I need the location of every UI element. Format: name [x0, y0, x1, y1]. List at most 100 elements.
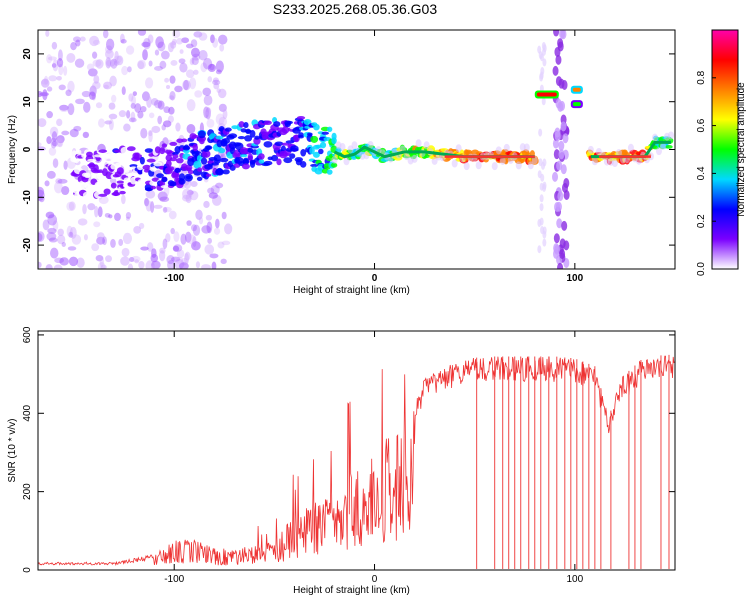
noise-blob: [38, 189, 45, 201]
ridge-blob: [321, 131, 329, 135]
noise-blob: [137, 59, 146, 70]
noise-blob: [57, 178, 68, 184]
ridge-blob: [215, 168, 224, 176]
ridge-blob: [146, 158, 156, 163]
noise-blob: [159, 247, 166, 254]
ridge-blob: [218, 147, 226, 154]
halo-blob: [411, 154, 418, 163]
halo-blob: [495, 146, 502, 155]
noise-blob: [140, 105, 147, 113]
ridge-blob: [197, 130, 206, 139]
noise-blob: [102, 30, 109, 39]
colorbar-tick-label: 0.6: [696, 118, 707, 132]
stripe-blob: [537, 218, 542, 227]
noise-blob: [157, 191, 168, 201]
noise-blob: [183, 79, 189, 91]
colorbar-tick-label: 0.4: [696, 166, 707, 180]
noise-blob: [175, 256, 184, 265]
noise-blob: [218, 34, 228, 45]
noise-blob: [184, 231, 192, 243]
figure-title: S233.2025.268.05.36.G03: [273, 1, 437, 17]
noise-blob: [219, 44, 225, 52]
halo-blob: [499, 156, 506, 165]
noise-blob: [146, 242, 154, 252]
noise-blob: [47, 214, 58, 226]
noise-blob: [121, 194, 126, 205]
noise-blob: [148, 60, 153, 67]
noise-blob: [134, 103, 142, 113]
ridge-blob: [139, 151, 146, 156]
noise-blob: [77, 218, 88, 226]
ridge-blob: [110, 155, 118, 162]
ridge-blob: [319, 141, 327, 149]
side-feature-core: [572, 102, 581, 107]
ridge-blob: [318, 148, 324, 155]
ridge-blob: [247, 153, 253, 161]
noise-blob: [42, 89, 48, 101]
y-axis-label: SNR (10 * v/v): [7, 419, 18, 483]
noise-blob: [150, 201, 155, 213]
noise-blob: [58, 84, 66, 91]
stripe-blob: [562, 133, 569, 144]
colorbar-tick-label: 0.8: [696, 70, 707, 84]
noise-blob: [138, 222, 145, 230]
noise-blob: [131, 95, 136, 106]
x-tick-label: -100: [164, 574, 184, 585]
noise-blob: [217, 88, 227, 99]
stripe-blob: [557, 38, 564, 49]
noise-blob: [215, 113, 225, 125]
noise-blob: [50, 247, 59, 259]
ridge-blob: [161, 143, 168, 148]
noise-blob: [198, 32, 208, 41]
ridge-blob: [665, 144, 673, 149]
noise-blob: [140, 246, 149, 251]
noise-blob: [83, 234, 88, 241]
noise-blob: [52, 158, 59, 168]
noise-blob: [100, 264, 107, 269]
noise-blob: [120, 256, 130, 266]
ridge-blob: [205, 173, 212, 177]
noise-blob: [75, 39, 81, 47]
noise-blob: [54, 137, 62, 143]
halo-blob: [431, 156, 438, 165]
noise-blob: [105, 59, 116, 67]
ridge-blob: [144, 176, 150, 181]
noise-blob: [67, 246, 77, 251]
ridge-blob: [142, 164, 152, 171]
ridge-blob: [289, 153, 296, 159]
noise-blob: [105, 38, 115, 51]
halo-blob: [667, 131, 674, 140]
ridge-blob: [249, 130, 256, 138]
noise-blob: [205, 107, 211, 120]
noise-blob: [110, 58, 118, 69]
noise-blob: [131, 255, 141, 263]
ridge-blob: [310, 135, 319, 143]
noise-blob: [47, 56, 57, 61]
noise-blob: [111, 94, 117, 103]
noise-blob: [56, 118, 63, 127]
noise-blob: [104, 45, 113, 54]
noise-blob: [209, 253, 219, 259]
noise-blob: [182, 188, 192, 200]
ridge-blob: [326, 169, 333, 175]
noise-blob: [51, 131, 58, 142]
noise-blob: [118, 110, 127, 118]
noise-blob: [119, 33, 125, 44]
noise-blob: [38, 231, 45, 242]
ridge-blob: [331, 137, 337, 145]
ridge-blob: [182, 145, 191, 151]
spectrogram-plot-area: [38, 30, 674, 269]
y-tick-label: 10: [22, 96, 33, 108]
stripe-blob: [538, 128, 543, 137]
noise-blob: [47, 227, 57, 234]
noise-blob: [191, 241, 201, 251]
noise-blob: [53, 181, 63, 194]
halo-blob: [463, 162, 470, 171]
ridge-blob: [174, 167, 181, 174]
ridge-blob: [298, 132, 304, 138]
halo-blob: [343, 157, 350, 166]
noise-blob: [159, 60, 167, 69]
noise-blob: [146, 96, 152, 108]
ridge-blob: [199, 138, 205, 145]
noise-blob: [57, 228, 64, 237]
